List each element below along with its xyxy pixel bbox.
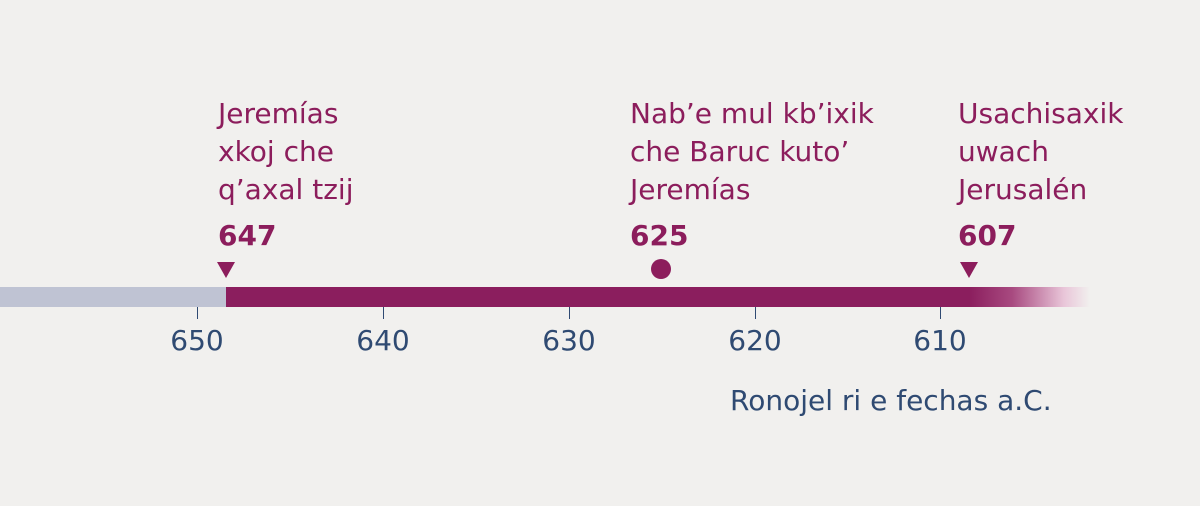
axis-tick: [197, 307, 198, 319]
axis-caption: Ronojel ri e fechas a.C.: [730, 384, 1052, 417]
event-label-jeremias-called: Jeremías xkoj che q’axal tzij: [218, 95, 353, 209]
event-label-line: Jeremías: [218, 97, 339, 130]
event-label-line: che Baruc kuto’: [630, 135, 850, 168]
event-label-jerusalem-destroyed: Usachisaxik uwach Jerusalén: [958, 95, 1123, 209]
axis-tick-label: 610: [913, 324, 967, 357]
event-label-line: Nab’e mul kb’ixik: [630, 97, 874, 130]
dot-marker-icon: [651, 259, 671, 279]
axis-tick: [383, 307, 384, 319]
triangle-marker-icon: [960, 262, 978, 278]
axis-tick: [569, 307, 570, 319]
timeline-bar-before: [0, 287, 226, 307]
axis-tick-label: 650: [170, 324, 224, 357]
axis-tick: [940, 307, 941, 319]
triangle-marker-icon: [217, 262, 235, 278]
event-label-line: q’axal tzij: [218, 173, 354, 206]
event-year-625: 625: [630, 219, 689, 252]
timeline-bar-highlight: [226, 287, 1090, 307]
event-year-607: 607: [958, 219, 1017, 252]
event-label-line: Jeremías: [630, 173, 751, 206]
axis-tick-label: 620: [728, 324, 782, 357]
axis-tick: [755, 307, 756, 319]
axis-tick-label: 640: [356, 324, 410, 357]
axis-tick-label: 630: [542, 324, 596, 357]
event-year-647: 647: [218, 219, 277, 252]
event-label-line: Jerusalén: [958, 173, 1088, 206]
event-label-line: Usachisaxik: [958, 97, 1124, 130]
event-label-line: uwach: [958, 135, 1049, 168]
timeline-bar: [0, 287, 1090, 307]
event-label-line: xkoj che: [218, 135, 334, 168]
event-label-baruc: Nab’e mul kb’ixik che Baruc kuto’ Jeremí…: [630, 95, 874, 209]
